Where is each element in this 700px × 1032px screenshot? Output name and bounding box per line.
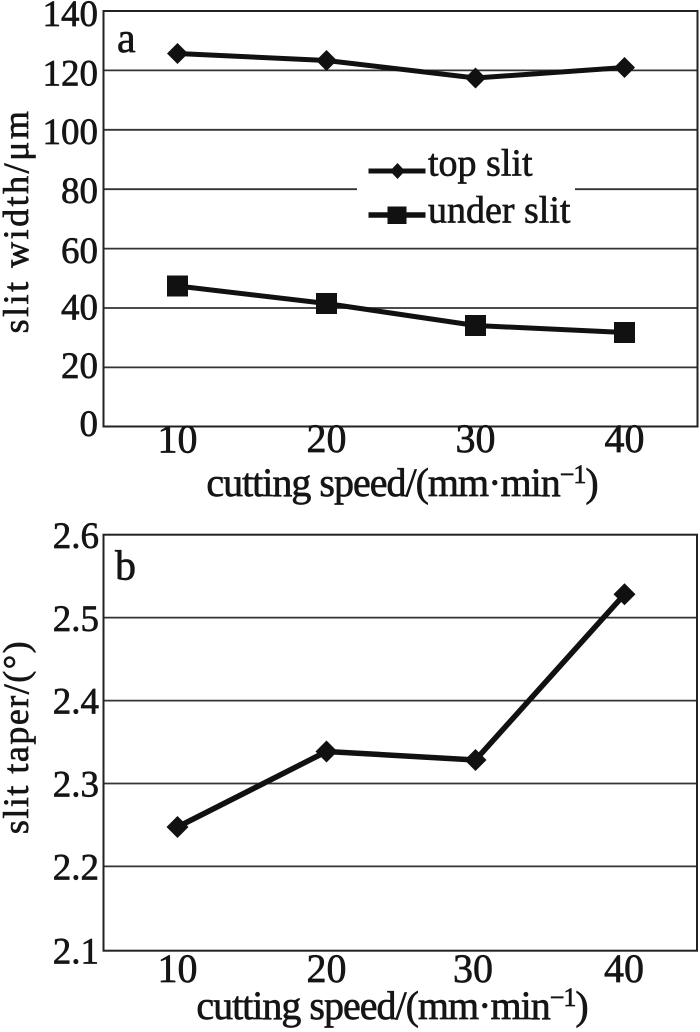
svg-text:20: 20 (307, 416, 347, 461)
svg-text:top slit: top slit (428, 143, 533, 185)
svg-text:40: 40 (605, 416, 645, 461)
svg-text:cutting speed/(mm·min−1): cutting speed/(mm·min−1) (206, 460, 597, 505)
svg-text:120: 120 (43, 53, 99, 94)
svg-text:140: 140 (43, 0, 99, 35)
svg-text:slit width/μm: slit width/μm (0, 109, 36, 334)
svg-text:2.3: 2.3 (53, 765, 99, 806)
svg-text:40: 40 (604, 946, 644, 991)
svg-text:under slit: under slit (428, 190, 571, 232)
svg-text:60: 60 (61, 231, 98, 272)
svg-text:10: 10 (158, 946, 198, 991)
svg-text:20: 20 (307, 946, 347, 991)
svg-text:30: 30 (456, 416, 496, 461)
svg-text:40: 40 (61, 288, 98, 329)
svg-text:cutting speed/(mm·min−1): cutting speed/(mm·min−1) (196, 983, 587, 1028)
svg-text:100: 100 (43, 112, 99, 153)
svg-text:2.5: 2.5 (53, 599, 99, 640)
svg-text:10: 10 (158, 417, 198, 462)
svg-text:a: a (117, 16, 136, 62)
svg-text:2.4: 2.4 (53, 682, 99, 723)
svg-text:0: 0 (80, 404, 99, 445)
svg-text:b: b (115, 544, 136, 590)
svg-text:slit taper/(°): slit taper/(°) (0, 640, 36, 834)
svg-text:80: 80 (61, 171, 98, 212)
svg-text:30: 30 (453, 946, 493, 991)
svg-text:20: 20 (61, 346, 98, 387)
svg-text:2.2: 2.2 (53, 847, 99, 888)
svg-text:2.6: 2.6 (53, 516, 99, 557)
svg-text:2.1: 2.1 (53, 931, 99, 972)
